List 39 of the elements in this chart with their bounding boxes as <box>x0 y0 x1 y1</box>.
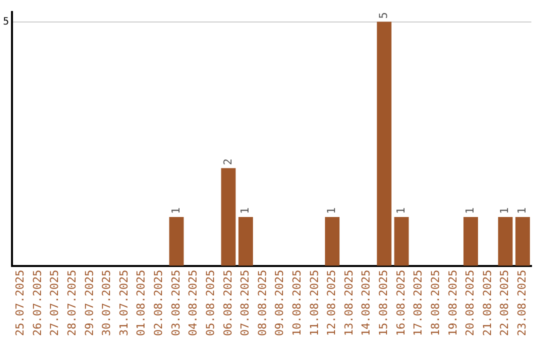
x-tick-label: 16.08.2025 <box>394 270 408 336</box>
x-tick-label: 27.07.2025 <box>48 270 62 336</box>
x-tick-label: 01.08.2025 <box>134 270 148 336</box>
x-tick-label: 05.08.2025 <box>204 270 217 336</box>
x-tick-label: 15.08.2025 <box>377 270 390 336</box>
x-tick-label: 03.08.2025 <box>169 270 182 336</box>
x-tick-label: 25.07.2025 <box>14 270 27 336</box>
x-tick-label: 09.08.2025 <box>273 270 286 336</box>
data-label: 5 <box>377 12 390 19</box>
x-tick-label: 31.07.2025 <box>117 270 130 336</box>
x-tick-label: 19.08.2025 <box>446 270 460 336</box>
x-tick-label: 22.08.2025 <box>498 270 512 336</box>
x-tick-label: 26.07.2025 <box>30 270 44 336</box>
x-tick-label: 07.08.2025 <box>238 270 252 336</box>
x-tick-label: 29.07.2025 <box>82 270 96 336</box>
x-tick-label: 13.08.2025 <box>342 270 356 336</box>
x-tick-label: 21.08.2025 <box>480 270 494 336</box>
x-tick-label: 06.08.2025 <box>221 270 234 336</box>
data-label: 1 <box>464 207 477 214</box>
x-tick-label: 11.08.2025 <box>308 270 321 336</box>
data-label: 1 <box>498 207 512 214</box>
x-tick-label: 18.08.2025 <box>428 270 442 336</box>
x-tick-label: 17.08.2025 <box>412 270 425 336</box>
x-tick-label: 08.08.2025 <box>256 270 269 336</box>
data-label: 1 <box>394 207 408 214</box>
data-label: 1 <box>169 207 182 214</box>
x-tick-label: 20.08.2025 <box>464 270 477 336</box>
x-tick-label: 10.08.2025 <box>290 270 304 336</box>
x-tick-label: 12.08.2025 <box>325 270 338 336</box>
data-label: 1 <box>516 207 529 214</box>
x-tick-label: 04.08.2025 <box>186 270 200 336</box>
x-tick-label: 14.08.2025 <box>360 270 373 336</box>
x-tick-label: 02.08.2025 <box>152 270 166 336</box>
data-label: 2 <box>221 158 234 166</box>
data-label: 1 <box>238 207 252 214</box>
x-tick-label: 23.08.2025 <box>516 270 529 336</box>
data-label: 1 <box>325 207 338 214</box>
x-tick-label: 28.07.2025 <box>65 270 78 336</box>
x-tick-label: 30.07.2025 <box>100 270 114 336</box>
